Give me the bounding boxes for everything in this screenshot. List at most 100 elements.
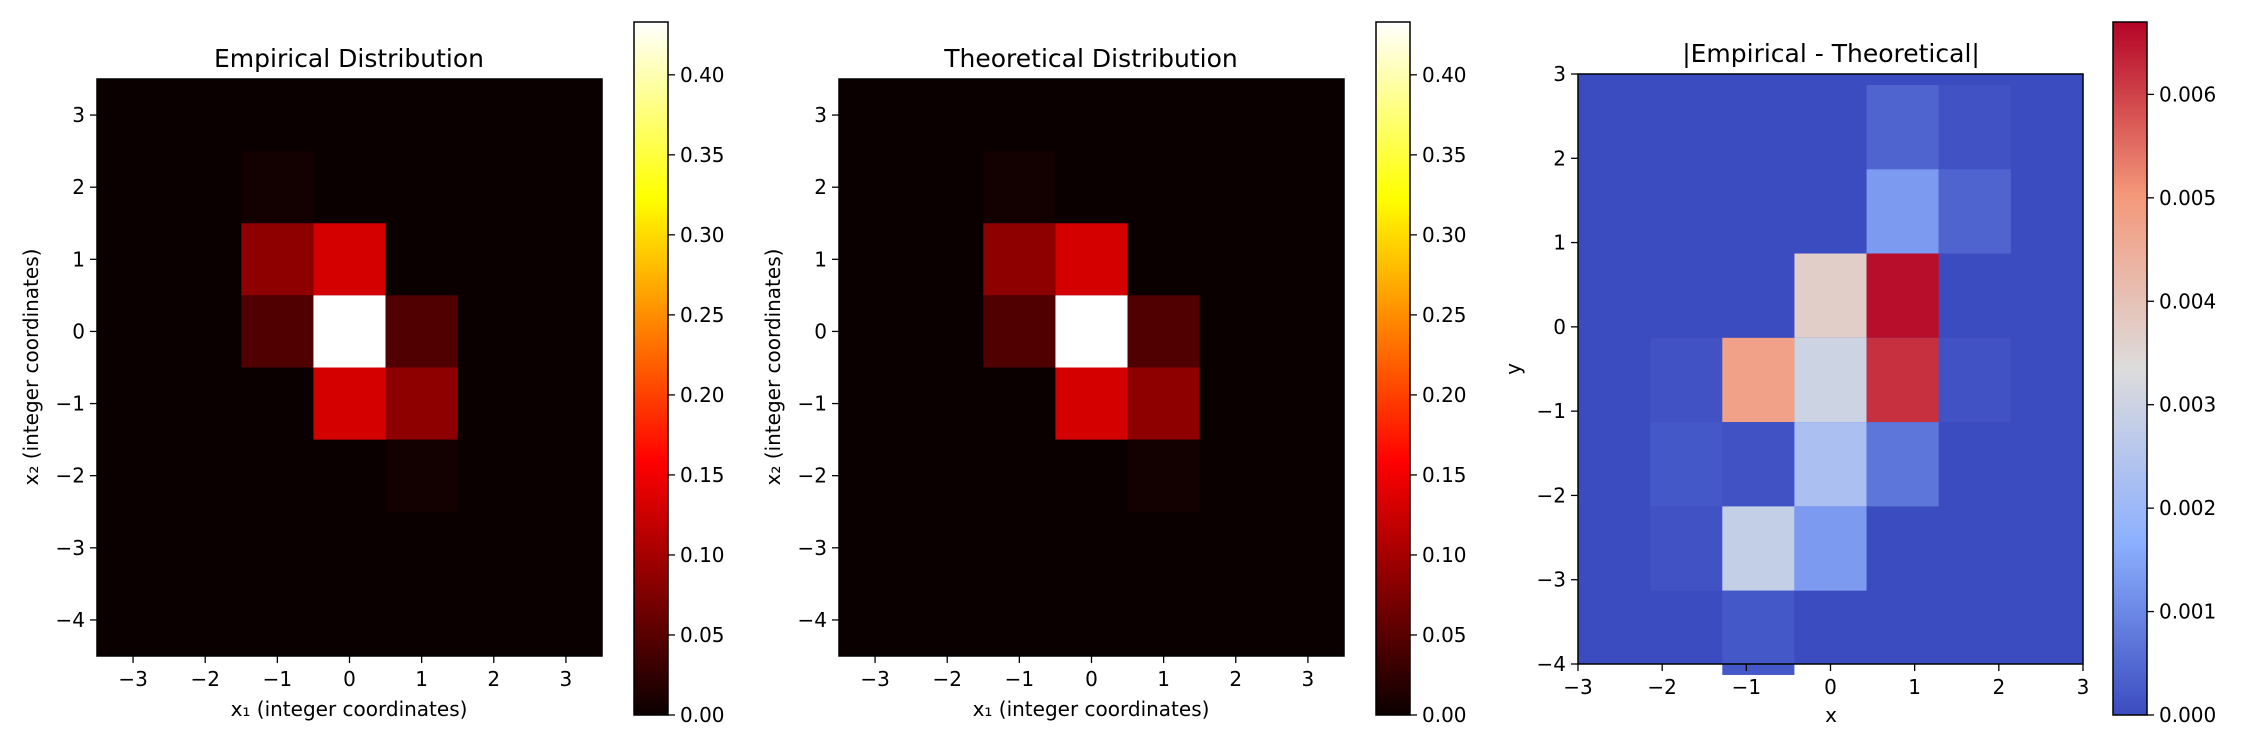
y-tick-label: 3 [814,103,827,127]
heatmap-cell [1055,223,1128,296]
y-tick-label: 1 [72,247,85,271]
y-tick-label: 2 [1553,146,1566,170]
colorbar-tick-label: 0.30 [680,223,725,247]
heatmap-cell [313,295,386,368]
heatmap-cell [1866,422,1939,507]
y-axis-label: y [1501,363,1525,375]
heatmap-cell [1127,367,1200,440]
x-tick-label: −3 [118,667,147,691]
heatmap-cell [1127,439,1200,512]
heatmap-cell [241,151,314,224]
colorbar-tick-label: 0.25 [680,303,725,327]
x-tick-label: −1 [263,667,292,691]
y-tick-label: 1 [1553,231,1566,255]
chart-title: Theoretical Distribution [943,44,1237,73]
y-tick-label: 3 [72,103,85,127]
y-tick-label: −1 [1537,399,1566,423]
heatmap-cell [385,367,458,440]
y-tick-label: 3 [1553,62,1566,86]
colorbar-tick-label: 0.25 [1422,303,1467,327]
colorbar-tick-label: 0.003 [2159,393,2216,417]
y-tick-label: −4 [1537,652,1566,676]
x-tick-label: 1 [415,667,428,691]
y-tick-label: 0 [814,319,827,343]
y-axis-label: x₂ (integer coordinates) [19,249,43,486]
heatmap-cell [1650,422,1723,507]
colorbar-tick-label: 0.05 [1422,623,1467,647]
y-axis-label: x₂ (integer coordinates) [761,249,785,486]
x-axis-label: x₁ (integer coordinates) [973,697,1210,721]
y-tick-label: −1 [798,392,827,416]
colorbar-tick-label: 0.35 [680,143,725,167]
heatmap-cell [313,367,386,440]
colorbar-tick-label: 0.002 [2159,496,2216,520]
colorbar [633,21,669,716]
x-tick-label: −2 [1647,675,1676,699]
y-tick-label: 1 [814,247,827,271]
x-tick-label: −1 [1732,675,1761,699]
heatmap-cell [983,295,1056,368]
heatmap-cell [1794,422,1867,507]
heatmap-cell [983,151,1056,224]
heatmap-cell [1722,337,1795,423]
heatmap-cell [1127,295,1200,368]
x-tick-label: −2 [932,667,961,691]
heatmap-cell [1650,337,1723,423]
colorbar-tick-label: 0.10 [680,543,725,567]
y-tick-label: −2 [56,464,85,488]
heatmap-cell [1722,422,1795,507]
colorbar-tick-label: 0.20 [680,383,725,407]
y-tick-label: −3 [798,536,827,560]
y-tick-label: −2 [1537,483,1566,507]
empirical-panel: Empirical Distribution −3 −2 −1 0 1 2 3 −4 −3 −2… [19,21,725,727]
x-tick-label: 0 [343,667,356,691]
x-tick-label: 1 [1157,667,1170,691]
difference-panel: |Empirical - Theoretical| −3 −2 −1 0 1 2 3 −4−… [1501,21,2216,727]
y-tick-label: −3 [1537,568,1566,592]
x-tick-label: 3 [2077,675,2090,699]
x-tick-label: 1 [1908,675,1921,699]
colorbar-tick-label: 0.20 [1422,383,1467,407]
heatmap-cell [1938,169,2011,254]
x-tick-label: −3 [1563,675,1592,699]
heatmap-cell [385,439,458,512]
heatmap-cell [1055,367,1128,440]
chart-title: |Empirical - Theoretical| [1682,39,1980,68]
y-tick-label: 0 [1553,315,1566,339]
heatmap-cell [1794,506,1867,591]
heatmap-cell [983,223,1056,296]
heatmap-cell [1722,590,1795,675]
x-tick-label: 2 [1992,675,2005,699]
theoretical-panel: Theoretical Distribution −3 −2 −1 0 1 2 3 −4 −3… [761,21,1467,727]
colorbar-tick-label: 0.15 [680,463,725,487]
heatmap-cell [1794,337,1867,423]
colorbar-tick-label: 0.006 [2159,82,2216,106]
y-tick-label: −1 [56,392,85,416]
heatmap-cell [1866,169,1939,254]
y-tick-label: 2 [72,175,85,199]
x-tick-label: 0 [1824,675,1837,699]
colorbar-tick-label: 0.005 [2159,186,2216,210]
x-tick-label: 2 [487,667,500,691]
x-tick-label: −2 [190,667,219,691]
heatmap-cell [241,223,314,296]
colorbar-tick-label: 0.000 [2159,703,2216,727]
heatmap-cell [1866,337,1939,423]
y-tick-label: 2 [814,175,827,199]
colorbar [2112,21,2148,716]
x-tick-label: −1 [1005,667,1034,691]
heatmap-cell [1938,337,2011,423]
colorbar [1375,21,1411,716]
y-tick-label: −3 [56,536,85,560]
colorbar-tick-label: 0.10 [1422,543,1467,567]
heatmap-cell [1866,253,1939,338]
colorbar-tick-label: 0.40 [680,63,725,87]
y-tick-label: 0 [72,319,85,343]
colorbar-tick-label: 0.30 [1422,223,1467,247]
heatmap-cell [1938,84,2011,170]
colorbar-tick-label: 0.35 [1422,143,1467,167]
x-tick-label: 3 [1302,667,1315,691]
y-tick-label: −2 [798,464,827,488]
y-tick-label: −4 [798,608,827,632]
colorbar-tick-label: 0.15 [1422,463,1467,487]
